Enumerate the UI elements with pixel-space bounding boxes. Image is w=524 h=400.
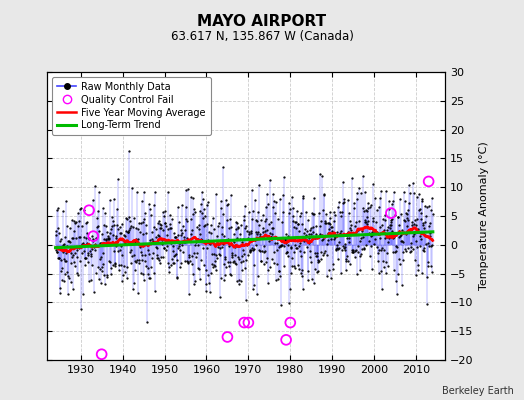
Text: Berkeley Earth: Berkeley Earth — [442, 386, 514, 396]
Point — [223, 334, 232, 340]
Point — [387, 210, 395, 216]
Point — [424, 178, 433, 185]
Point — [244, 319, 253, 326]
Point — [97, 351, 106, 358]
Point — [286, 319, 294, 326]
Y-axis label: Temperature Anomaly (°C): Temperature Anomaly (°C) — [479, 142, 489, 290]
Point — [282, 337, 290, 343]
Point — [240, 319, 248, 326]
Point — [89, 233, 97, 239]
Text: 63.617 N, 135.867 W (Canada): 63.617 N, 135.867 W (Canada) — [171, 30, 353, 43]
Text: MAYO AIRPORT: MAYO AIRPORT — [198, 14, 326, 29]
Point — [85, 207, 93, 214]
Legend: Raw Monthly Data, Quality Control Fail, Five Year Moving Average, Long-Term Tren: Raw Monthly Data, Quality Control Fail, … — [52, 77, 211, 135]
